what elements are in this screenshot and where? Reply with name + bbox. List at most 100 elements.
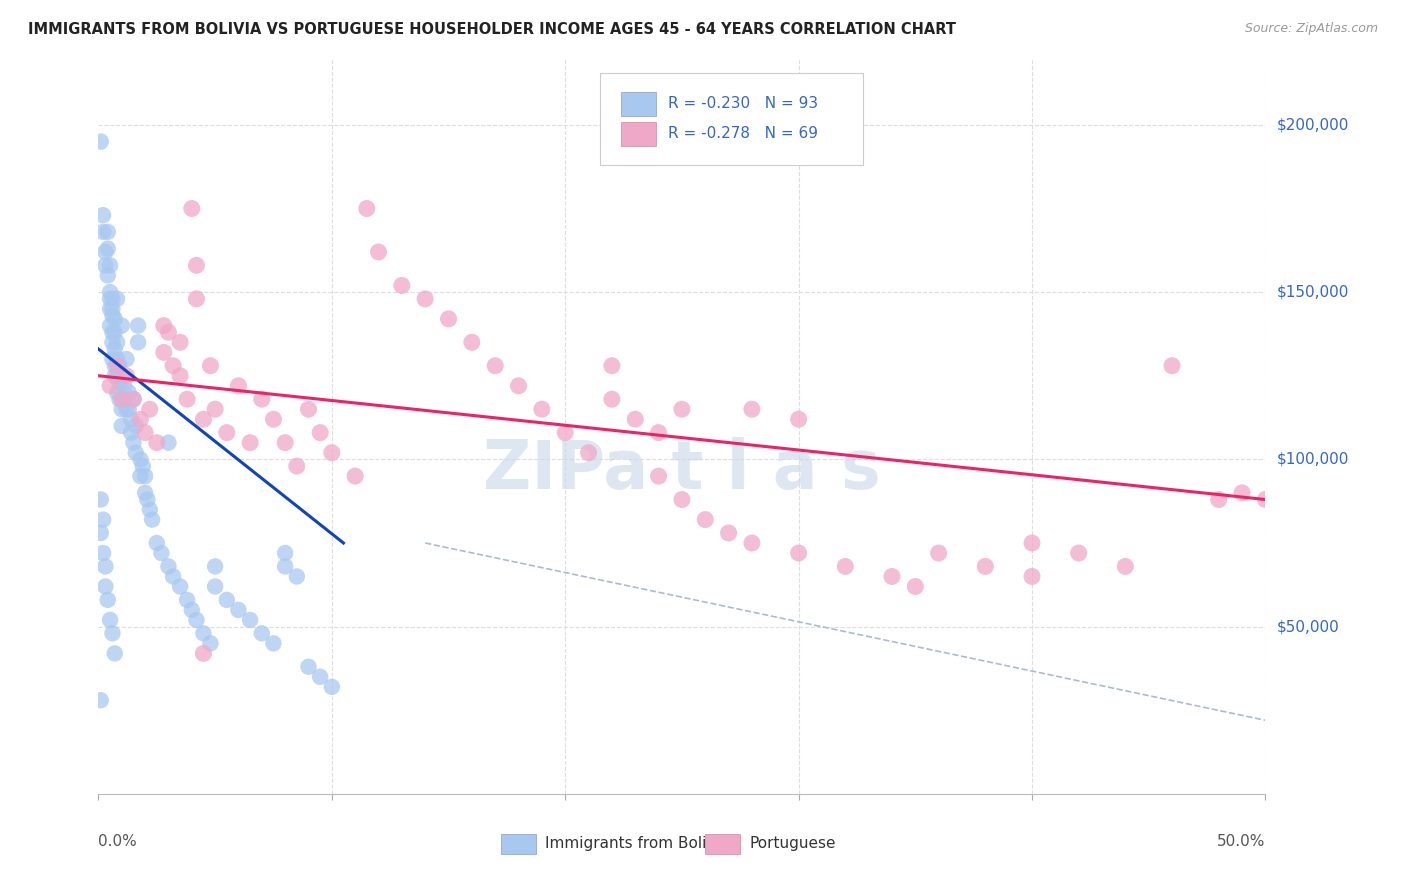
Point	[578, 445, 600, 460]
Point	[120, 425, 142, 440]
Point	[309, 425, 332, 440]
Point	[132, 458, 155, 473]
Point	[974, 559, 997, 574]
Point	[193, 626, 215, 640]
Point	[120, 412, 142, 426]
Point	[928, 546, 950, 560]
Point	[101, 292, 124, 306]
Point	[176, 392, 198, 407]
Point	[1208, 492, 1230, 507]
Point	[437, 312, 460, 326]
Point	[1114, 559, 1136, 574]
Point	[101, 301, 124, 316]
Point	[108, 359, 131, 373]
Point	[98, 292, 121, 306]
Point	[1067, 546, 1090, 560]
Point	[108, 392, 131, 407]
Point	[104, 646, 127, 660]
Point	[554, 425, 576, 440]
Point	[111, 368, 134, 383]
Point	[309, 670, 332, 684]
Point	[228, 603, 250, 617]
Point	[97, 242, 120, 256]
Text: R = -0.230   N = 93: R = -0.230 N = 93	[668, 96, 818, 112]
FancyBboxPatch shape	[621, 92, 657, 116]
Point	[176, 592, 198, 607]
Point	[391, 278, 413, 293]
Text: $150,000: $150,000	[1277, 285, 1348, 300]
Point	[787, 412, 810, 426]
Point	[104, 359, 127, 373]
Point	[204, 559, 226, 574]
Point	[105, 385, 128, 400]
Text: $200,000: $200,000	[1277, 118, 1348, 132]
Point	[157, 325, 180, 339]
Point	[134, 469, 156, 483]
Point	[90, 135, 112, 149]
Point	[671, 492, 693, 507]
Point	[111, 392, 134, 407]
Point	[1230, 485, 1253, 500]
Point	[169, 335, 191, 350]
Point	[98, 301, 121, 316]
Point	[186, 258, 208, 272]
Point	[101, 351, 124, 366]
Point	[104, 342, 127, 356]
Point	[834, 559, 856, 574]
Point	[162, 569, 184, 583]
Point	[105, 335, 128, 350]
Point	[115, 351, 138, 366]
Point	[146, 536, 169, 550]
Text: Source: ZipAtlas.com: Source: ZipAtlas.com	[1244, 22, 1378, 36]
Point	[108, 376, 131, 390]
Point	[105, 292, 128, 306]
Point	[91, 225, 114, 239]
Point	[671, 402, 693, 417]
Point	[647, 469, 669, 483]
Point	[530, 402, 553, 417]
Point	[321, 680, 343, 694]
Point	[186, 292, 208, 306]
Point	[97, 268, 120, 283]
Point	[647, 425, 669, 440]
Point	[285, 458, 308, 473]
Point	[139, 502, 162, 516]
Point	[152, 345, 174, 359]
Point	[461, 335, 484, 350]
Text: $100,000: $100,000	[1277, 452, 1348, 467]
Point	[204, 402, 226, 417]
Point	[321, 445, 343, 460]
Point	[200, 636, 222, 650]
Point	[186, 613, 208, 627]
Text: IMMIGRANTS FROM BOLIVIA VS PORTUGUESE HOUSEHOLDER INCOME AGES 45 - 64 YEARS CORR: IMMIGRANTS FROM BOLIVIA VS PORTUGUESE HO…	[28, 22, 956, 37]
Point	[717, 525, 740, 540]
Point	[180, 603, 202, 617]
Point	[101, 325, 124, 339]
Point	[600, 359, 623, 373]
Point	[215, 425, 238, 440]
Point	[105, 351, 128, 366]
Point	[228, 378, 250, 392]
Point	[239, 613, 262, 627]
Point	[94, 559, 117, 574]
Point	[98, 258, 121, 272]
FancyBboxPatch shape	[706, 834, 741, 855]
Point	[274, 435, 297, 450]
Point	[413, 292, 436, 306]
Point	[98, 318, 121, 333]
Point	[139, 402, 162, 417]
Point	[104, 325, 127, 339]
Point	[193, 646, 215, 660]
Point	[157, 435, 180, 450]
Point	[274, 546, 297, 560]
Point	[115, 402, 138, 417]
Point	[98, 378, 121, 392]
Text: $50,000: $50,000	[1277, 619, 1340, 634]
Point	[90, 492, 112, 507]
Point	[122, 392, 145, 407]
Point	[129, 452, 152, 467]
Point	[90, 525, 112, 540]
Point	[695, 512, 717, 526]
Point	[94, 580, 117, 594]
Point	[125, 445, 148, 460]
